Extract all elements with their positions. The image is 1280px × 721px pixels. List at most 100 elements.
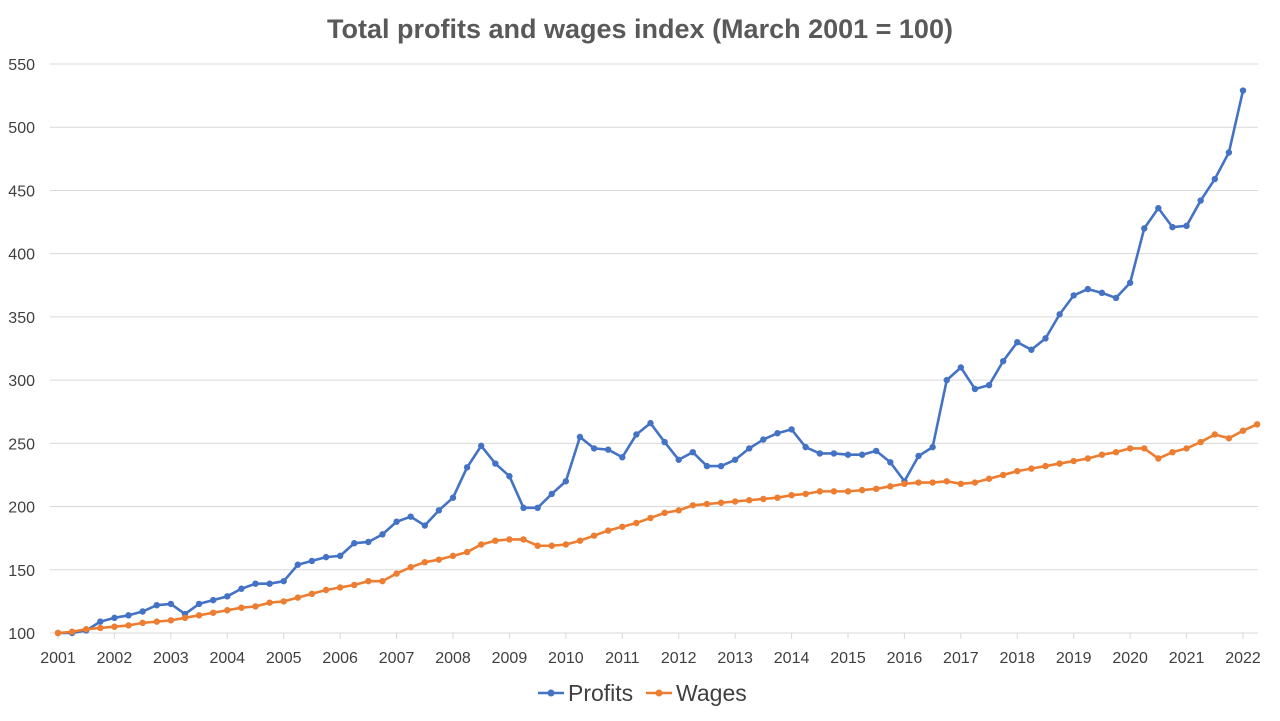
data-point-profits[interactable] <box>125 612 132 619</box>
data-point-profits[interactable] <box>478 442 485 450</box>
data-point-wages[interactable] <box>1155 455 1162 462</box>
data-point-profits[interactable] <box>802 443 809 451</box>
data-point-wages[interactable] <box>1098 451 1106 458</box>
data-point-profits[interactable] <box>590 445 598 452</box>
data-point-profits[interactable] <box>1169 223 1176 231</box>
data-point-profits[interactable] <box>351 540 358 547</box>
data-point-wages[interactable] <box>534 542 541 549</box>
legend-item-profits[interactable]: Profits <box>538 680 633 706</box>
data-point-wages[interactable] <box>506 536 513 543</box>
data-point-profits[interactable] <box>576 433 584 441</box>
data-point-profits[interactable] <box>379 531 386 538</box>
data-point-wages[interactable] <box>181 614 189 622</box>
data-point-wages[interactable] <box>393 570 400 577</box>
data-point-wages[interactable] <box>901 480 908 487</box>
data-point-wages[interactable] <box>788 491 795 499</box>
data-point-profits[interactable] <box>1183 222 1190 230</box>
data-point-profits[interactable] <box>365 538 372 546</box>
data-point-wages[interactable] <box>971 479 979 486</box>
data-point-profits[interactable] <box>336 552 344 560</box>
data-point-profits[interactable] <box>957 364 965 371</box>
data-point-wages[interactable] <box>1084 455 1092 462</box>
data-point-wages[interactable] <box>647 514 654 522</box>
data-point-profits[interactable] <box>675 456 682 463</box>
data-point-profits[interactable] <box>548 490 555 498</box>
data-point-wages[interactable] <box>1197 438 1204 446</box>
data-point-wages[interactable] <box>365 577 372 585</box>
data-point-profits[interactable] <box>999 357 1007 365</box>
data-point-profits[interactable] <box>1211 175 1218 183</box>
data-point-wages[interactable] <box>209 609 217 616</box>
data-point-wages[interactable] <box>421 558 428 566</box>
data-point-profits[interactable] <box>1056 311 1063 318</box>
data-point-profits[interactable] <box>421 522 428 529</box>
data-point-profits[interactable] <box>1197 197 1204 204</box>
data-point-wages[interactable] <box>238 604 245 611</box>
data-point-wages[interactable] <box>280 598 287 605</box>
data-point-profits[interactable] <box>844 451 852 458</box>
data-point-profits[interactable] <box>633 431 640 438</box>
data-point-wages[interactable] <box>760 495 767 503</box>
data-point-profits[interactable] <box>322 553 330 561</box>
data-point-profits[interactable] <box>647 419 654 427</box>
data-point-profits[interactable] <box>238 585 245 592</box>
legend-item-wages[interactable]: Wages <box>646 680 747 706</box>
data-point-profits[interactable] <box>520 504 527 512</box>
data-point-wages[interactable] <box>1253 421 1261 428</box>
data-point-wages[interactable] <box>68 628 76 635</box>
data-point-profits[interactable] <box>661 438 668 446</box>
data-point-wages[interactable] <box>802 490 809 498</box>
data-point-wages[interactable] <box>717 499 725 506</box>
data-point-profits[interactable] <box>294 561 302 568</box>
data-point-profits[interactable] <box>139 608 146 615</box>
data-point-profits[interactable] <box>760 436 767 443</box>
data-point-wages[interactable] <box>520 536 527 543</box>
data-point-wages[interactable] <box>1014 467 1021 475</box>
data-point-profits[interactable] <box>703 462 711 470</box>
data-point-profits[interactable] <box>731 456 739 463</box>
data-point-wages[interactable] <box>746 497 753 504</box>
data-point-profits[interactable] <box>463 464 471 471</box>
data-point-wages[interactable] <box>463 548 471 556</box>
data-point-wages[interactable] <box>224 607 231 614</box>
data-point-wages[interactable] <box>915 479 922 486</box>
data-point-wages[interactable] <box>619 523 626 530</box>
data-point-wages[interactable] <box>435 556 443 563</box>
data-point-wages[interactable] <box>167 617 175 624</box>
data-point-wages[interactable] <box>731 498 739 505</box>
data-point-profits[interactable] <box>1141 225 1148 232</box>
data-point-wages[interactable] <box>1126 445 1134 452</box>
data-point-profits[interactable] <box>604 446 612 453</box>
data-point-wages[interactable] <box>407 564 414 571</box>
data-point-profits[interactable] <box>1042 335 1049 342</box>
data-point-profits[interactable] <box>407 513 414 520</box>
data-point-wages[interactable] <box>1070 457 1077 465</box>
data-point-profits[interactable] <box>266 580 273 587</box>
data-point-profits[interactable] <box>774 430 781 437</box>
data-point-wages[interactable] <box>1112 448 1120 456</box>
data-point-wages[interactable] <box>576 537 584 544</box>
data-point-wages[interactable] <box>294 594 302 601</box>
data-point-profits[interactable] <box>280 577 287 585</box>
data-point-wages[interactable] <box>633 519 640 527</box>
data-point-wages[interactable] <box>873 485 880 493</box>
data-point-profits[interactable] <box>915 452 922 460</box>
data-point-wages[interactable] <box>54 629 62 637</box>
data-point-wages[interactable] <box>774 494 781 501</box>
data-point-wages[interactable] <box>689 502 697 509</box>
data-point-wages[interactable] <box>816 488 823 495</box>
data-point-wages[interactable] <box>590 532 598 539</box>
data-point-profits[interactable] <box>985 381 993 389</box>
data-point-wages[interactable] <box>322 586 330 594</box>
data-point-wages[interactable] <box>943 478 950 485</box>
data-point-profits[interactable] <box>929 443 936 451</box>
data-point-profits[interactable] <box>111 614 118 622</box>
data-point-profits[interactable] <box>492 460 499 467</box>
data-point-profits[interactable] <box>97 618 104 625</box>
data-point-wages[interactable] <box>844 488 852 495</box>
data-point-wages[interactable] <box>604 527 612 534</box>
data-point-wages[interactable] <box>139 619 146 627</box>
data-point-wages[interactable] <box>1239 427 1247 434</box>
data-point-wages[interactable] <box>1169 448 1176 456</box>
data-point-profits[interactable] <box>619 454 626 461</box>
